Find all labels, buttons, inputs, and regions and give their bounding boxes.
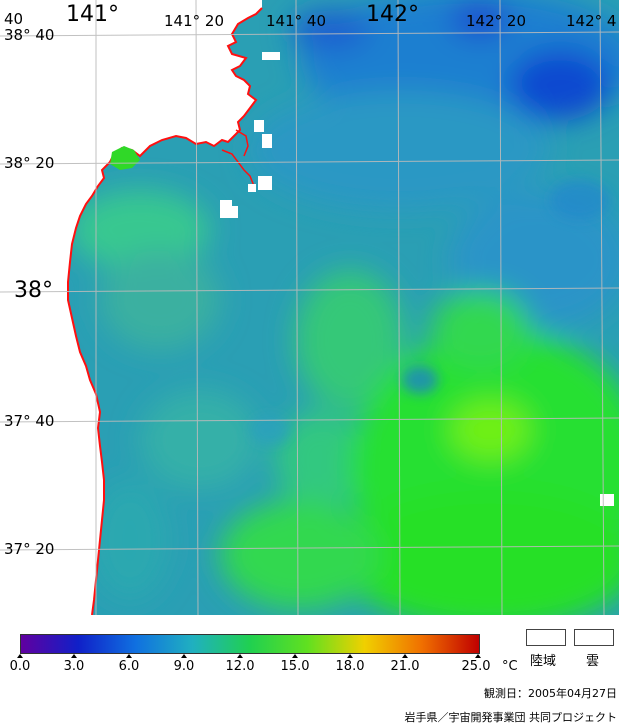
tick-mark-7 [402, 654, 408, 658]
temperature-field [70, 0, 619, 615]
tick-label-8: 25.0 [461, 659, 491, 674]
lon-label-141-20: 141° 20 [164, 12, 224, 30]
cloud-legend-label: 雲 [586, 654, 600, 669]
lon-label-142: 142° [366, 2, 419, 27]
sst-map: 40 141° 141° 20 141° 40 142° 142° 20 142… [0, 0, 619, 615]
lon-label-142-40: 142° 4 [566, 12, 617, 30]
lon-label-142-20: 142° 20 [466, 12, 526, 30]
coastal-green-patch [110, 146, 140, 170]
tick-label-7: 21.0 [390, 659, 420, 674]
tick-mark-6 [347, 654, 353, 658]
lon-label-141: 141° [66, 2, 119, 27]
corner-label: 40 [4, 10, 24, 28]
tick-mark-2 [126, 654, 132, 658]
lat-label-37-20: 37° 20 [4, 540, 55, 558]
tick-mark-0 [17, 654, 23, 658]
tick-mark-1 [71, 654, 77, 658]
tick-label-1: 3.0 [63, 659, 85, 674]
cloud-legend-swatch [574, 629, 614, 646]
credit-line: 岩手県／宇宙開発事業団 共同プロジェクト [404, 711, 618, 724]
land-legend-label: 陸域 [530, 654, 557, 669]
tick-label-2: 6.0 [118, 659, 140, 674]
temperature-colorbar [20, 634, 480, 654]
tick-mark-8 [475, 654, 481, 658]
sea-surface-temperature-map [0, 0, 619, 615]
tick-label-6: 18.0 [335, 659, 365, 674]
temperature-detail [250, 180, 610, 445]
tick-label-0: 0.0 [9, 659, 31, 674]
land-legend-swatch [526, 629, 566, 646]
lat-label-38: 38° [14, 278, 53, 303]
lon-label-141-40: 141° 40 [266, 12, 326, 30]
observation-date: 観測日：2005年04月27日 [484, 687, 617, 700]
lat-label-38-20: 38° 20 [4, 154, 55, 172]
tick-mark-5 [292, 654, 298, 658]
tick-label-4: 12.0 [225, 659, 255, 674]
lat-label-37-40: 37° 40 [4, 412, 55, 430]
tick-label-5: 15.0 [280, 659, 310, 674]
land-area [0, 0, 262, 615]
tick-mark-3 [181, 654, 187, 658]
bay-coastline [221, 129, 255, 187]
tick-mark-4 [237, 654, 243, 658]
graticule [0, 0, 619, 615]
unit-label: °C [502, 659, 518, 674]
tick-label-3: 9.0 [173, 659, 195, 674]
lat-label-38-40: 38° 40 [4, 26, 55, 44]
